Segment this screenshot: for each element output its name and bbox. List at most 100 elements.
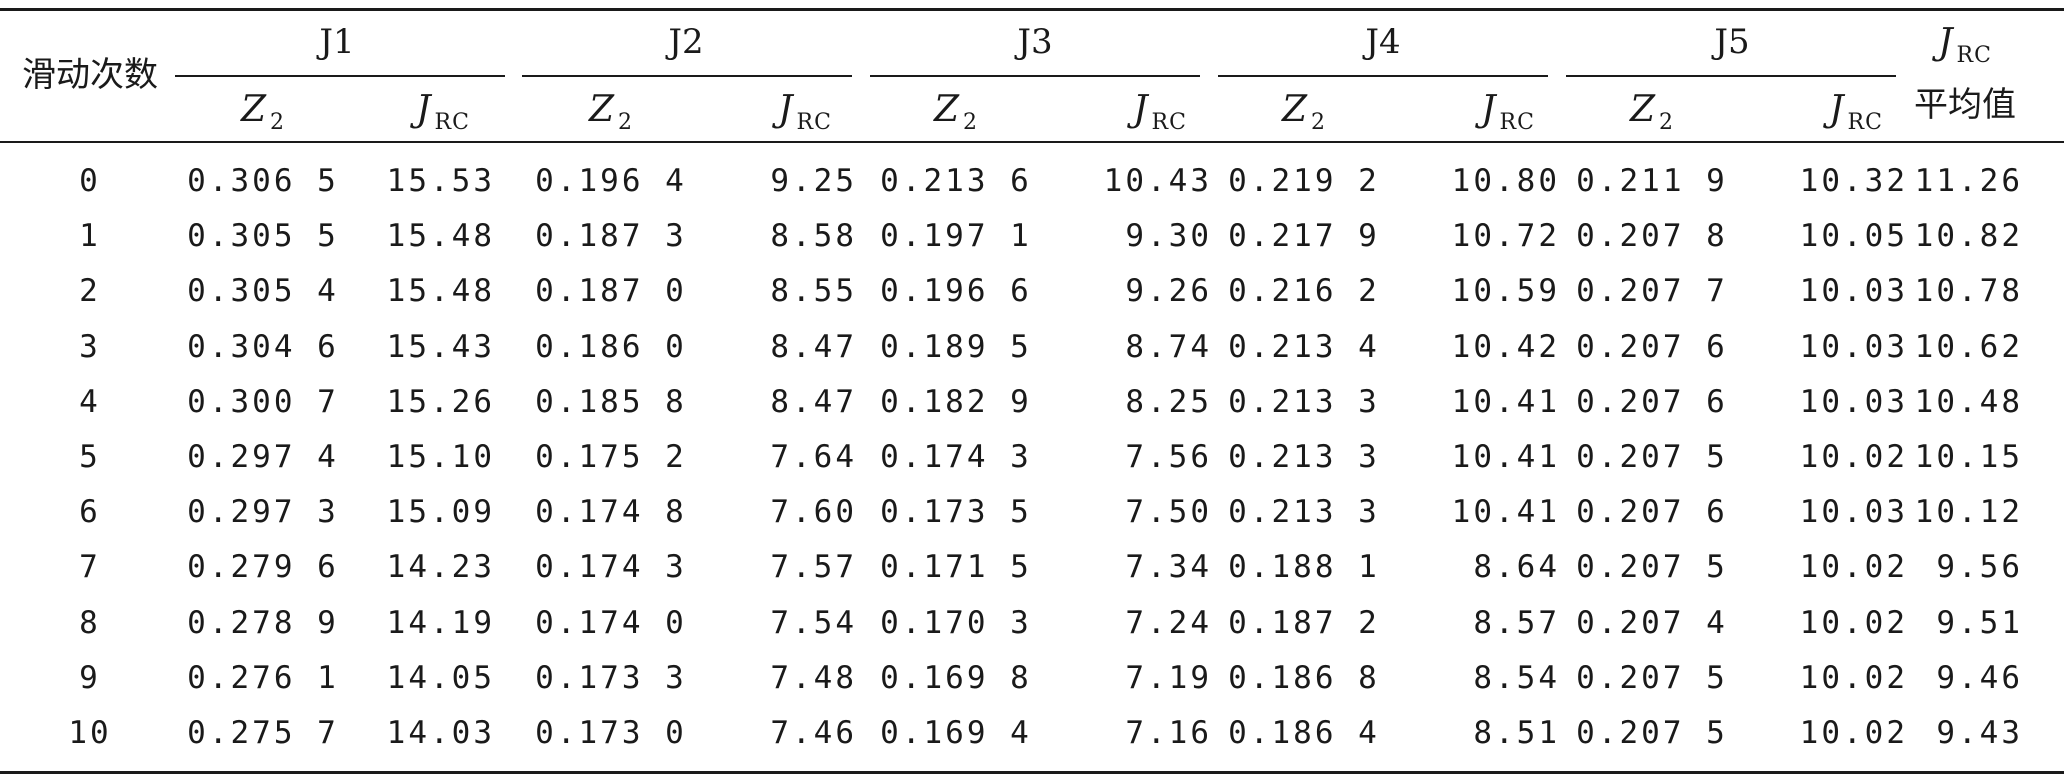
cell-z2: 0.196 6 (880, 273, 1032, 310)
cell-z2: 0.278 9 (187, 604, 339, 641)
cell-z2: 0.171 5 (880, 549, 1032, 586)
cell-jrc: 8.51 (1473, 715, 1560, 751)
row-index: 1 (79, 218, 101, 255)
cell-z2: 0.207 6 (1576, 328, 1728, 365)
cell-z2: 0.188 1 (1228, 549, 1380, 586)
cell-z2: 0.304 6 (187, 328, 339, 365)
cell-z2: 0.305 5 (187, 218, 339, 255)
cell-jrc: 10.41 (1451, 494, 1560, 531)
cell-jrc: 8.55 (770, 273, 857, 310)
cell-jrc: 8.47 (770, 328, 857, 365)
cell-z2: 0.219 2 (1228, 163, 1380, 199)
cell-jrc: 10.32 (1799, 163, 1908, 199)
cell-jrc: 10.42 (1451, 328, 1560, 365)
header-rule (0, 141, 2064, 143)
cell-jrc: 10.72 (1451, 218, 1560, 255)
cell-jrc: 8.64 (1473, 549, 1560, 586)
cell-z2: 0.207 7 (1576, 273, 1728, 310)
cell-jrc: 10.41 (1451, 383, 1560, 420)
group-underline-2 (522, 75, 852, 77)
row-index: 9 (79, 659, 101, 696)
cell-z2: 0.216 2 (1228, 273, 1380, 310)
cell-jrc: 8.57 (1473, 604, 1560, 641)
cell-jrc-avg: 10.12 (1914, 494, 2023, 531)
cell-z2: 0.305 4 (187, 273, 339, 310)
jrc-header-main: J (1133, 89, 1148, 130)
z2-header-main: Z (1281, 89, 1308, 130)
cell-z2: 0.306 5 (187, 163, 339, 199)
cell-z2: 0.174 3 (880, 439, 1032, 475)
z2-header-main: Z (1629, 89, 1656, 130)
cell-z2: 0.186 4 (1228, 715, 1380, 751)
jrc-header: J RC (1829, 89, 1883, 134)
cell-jrc: 10.03 (1799, 328, 1908, 365)
cell-z2: 0.207 5 (1576, 549, 1728, 586)
cell-z2: 0.279 6 (187, 549, 339, 586)
cell-z2: 0.207 6 (1576, 494, 1728, 531)
cell-jrc-avg: 10.48 (1914, 383, 2023, 420)
cell-z2: 0.186 8 (1228, 659, 1380, 696)
cell-jrc: 15.26 (386, 383, 495, 420)
row-index: 0 (79, 163, 101, 199)
cell-jrc: 15.09 (386, 494, 495, 531)
cell-z2: 0.297 3 (187, 494, 339, 531)
cell-z2: 0.186 0 (535, 328, 687, 365)
cell-z2: 0.173 3 (535, 659, 687, 696)
bottom-rule (0, 771, 2064, 774)
cell-jrc: 7.48 (770, 659, 857, 696)
cell-z2: 0.276 1 (187, 659, 339, 696)
z2-header-subscript: 2 (963, 110, 979, 135)
jrc-header: J RC (1481, 92, 1535, 134)
cell-jrc: 7.24 (1125, 604, 1212, 641)
cell-jrc: 8.47 (770, 383, 857, 420)
jrc-header: J RC (416, 92, 470, 134)
cell-z2: 0.213 4 (1228, 328, 1380, 365)
cell-z2: 0.275 7 (187, 715, 339, 751)
cell-z2: 0.169 4 (880, 715, 1032, 751)
cell-z2: 0.207 6 (1576, 383, 1728, 420)
cell-jrc: 7.19 (1125, 659, 1212, 696)
group-underline-4 (1218, 75, 1548, 77)
cell-jrc: 15.53 (386, 163, 495, 199)
jrc-header-main: J (1829, 89, 1844, 130)
group-underline-5 (1566, 75, 1896, 77)
cell-jrc-avg: 11.26 (1914, 163, 2023, 199)
group-header-j4: J4 (1365, 22, 1401, 62)
cell-z2: 0.213 3 (1228, 439, 1380, 475)
cell-jrc: 10.03 (1799, 273, 1908, 310)
cell-jrc-avg: 9.56 (1936, 549, 2023, 586)
cell-jrc: 8.74 (1125, 328, 1212, 365)
jrc-header: J RC (1133, 89, 1187, 134)
z2-header-main: Z (933, 89, 960, 130)
cell-z2: 0.187 0 (535, 273, 687, 310)
row-index: 4 (79, 383, 101, 420)
cell-jrc: 10.02 (1799, 604, 1908, 641)
cell-jrc: 7.57 (770, 549, 857, 586)
cell-z2: 0.173 0 (535, 715, 687, 751)
cell-jrc: 10.02 (1799, 715, 1908, 751)
jrc-header-subscript: RC (1499, 110, 1535, 135)
cell-jrc: 7.46 (770, 715, 857, 751)
cell-jrc: 7.50 (1125, 494, 1212, 531)
cell-jrc: 10.02 (1799, 439, 1908, 475)
cell-z2: 0.207 8 (1576, 218, 1728, 255)
cell-jrc: 7.34 (1125, 549, 1212, 586)
cell-z2: 0.174 0 (535, 604, 687, 641)
cell-z2: 0.217 9 (1228, 218, 1380, 255)
z2-header-subscript: 2 (1311, 110, 1327, 135)
cell-jrc: 14.19 (386, 604, 495, 641)
avg-header-label: 平均值 (1914, 85, 2016, 125)
jrc-header-subscript: RC (1151, 110, 1187, 135)
cell-jrc: 7.16 (1125, 715, 1212, 751)
cell-jrc: 10.80 (1451, 163, 1560, 199)
cell-jrc: 10.03 (1799, 494, 1908, 531)
z2-header-main: Z (588, 89, 615, 130)
cell-z2: 0.173 5 (880, 494, 1032, 531)
cell-z2: 0.187 3 (535, 218, 687, 255)
z2-header-subscript: 2 (270, 110, 286, 135)
cell-z2: 0.187 2 (1228, 604, 1380, 641)
cell-jrc-avg: 9.51 (1936, 604, 2023, 641)
